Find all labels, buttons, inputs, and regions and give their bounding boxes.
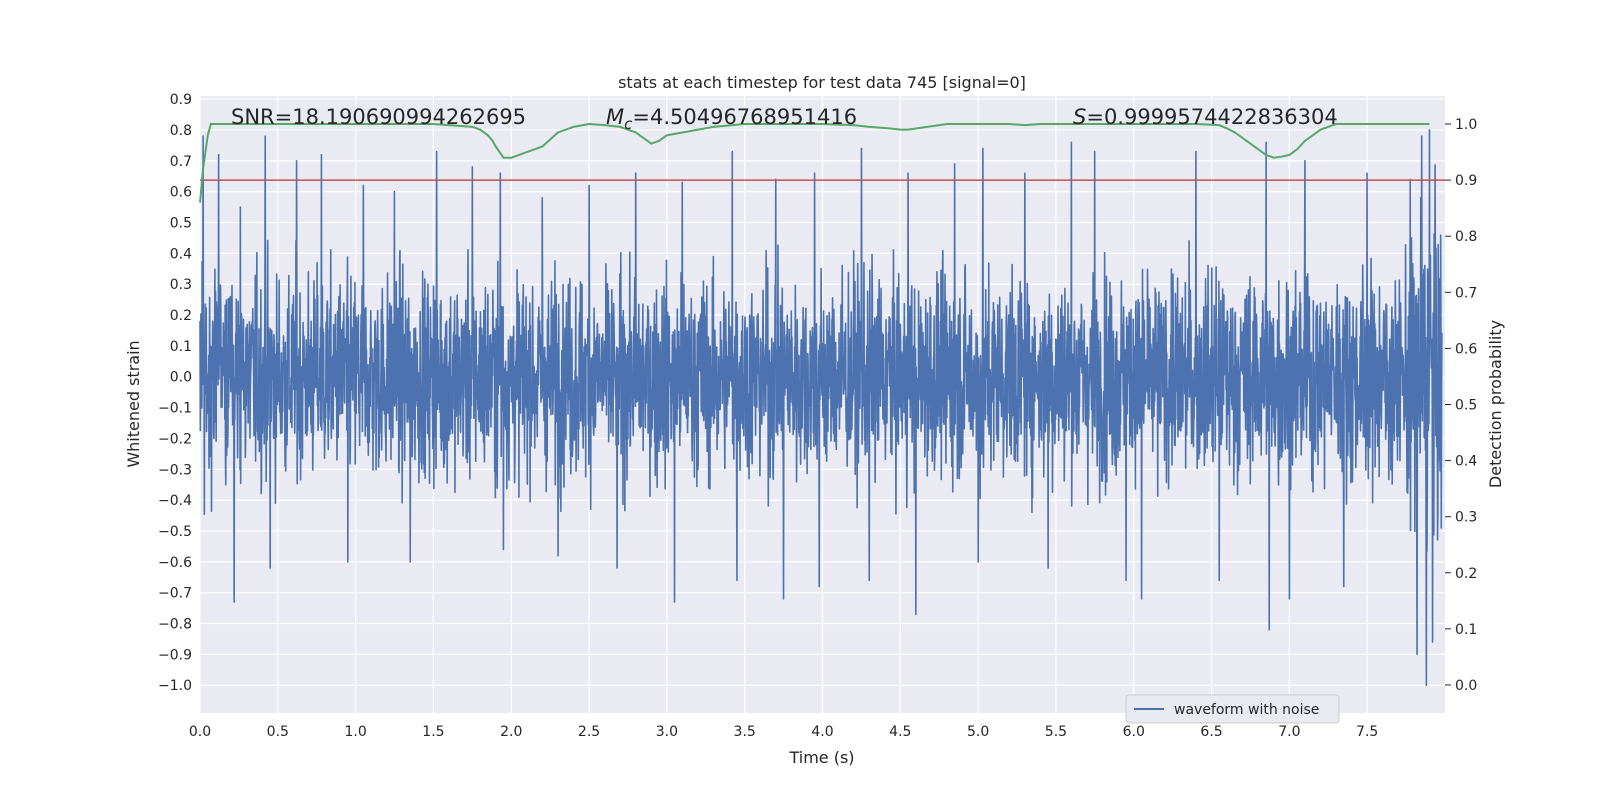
y2-tick-label: 0.5: [1455, 398, 1477, 414]
y-tick-label: −0.7: [158, 586, 192, 602]
legend-label: waveform with noise: [1174, 702, 1319, 718]
x-tick-label: 4.0: [811, 724, 833, 740]
x-tick-label: 3.5: [734, 724, 756, 740]
y2-tick-label: 0.3: [1455, 510, 1477, 526]
y-tick-label: −0.4: [158, 493, 192, 509]
y2-tick-label: 0.6: [1455, 341, 1477, 357]
x-tick-label: 7.0: [1278, 724, 1300, 740]
x-tick-label: 1.0: [344, 724, 366, 740]
y-tick-label: 0.7: [170, 154, 192, 170]
x-tick-label: 6.0: [1123, 724, 1145, 740]
snr-annotation: SNR=18.190690994262695: [231, 105, 526, 129]
y-tick-label: 0.0: [170, 370, 192, 386]
y-tick-label: 0.5: [170, 215, 192, 231]
y-tick-label: −1.0: [158, 678, 192, 694]
chirp-mass-symbol: M: [606, 105, 624, 129]
chirp-mass-annotation: Mc=4.50496768951416: [606, 105, 857, 133]
y-tick-label: −0.5: [158, 524, 192, 540]
y2-tick-label: 0.2: [1455, 566, 1477, 582]
y-tick-label: −0.6: [158, 555, 192, 571]
x-tick-label: 1.5: [422, 724, 444, 740]
x-tick-label: 0.5: [267, 724, 289, 740]
waveform-series-line: [199, 129, 1443, 687]
y2-tick-label: 0.9: [1455, 173, 1477, 189]
y2-tick-label: 0.1: [1455, 622, 1477, 638]
y-tick-label: 0.9: [170, 92, 192, 108]
x-axis-label: Time (s): [788, 748, 854, 767]
y2-tick-label: 0.4: [1455, 454, 1477, 470]
y-tick-label: −0.3: [158, 462, 192, 478]
y-tick-label: −0.9: [158, 647, 192, 663]
y-tick-label: −0.2: [158, 431, 192, 447]
y-tick-label: −0.1: [158, 401, 192, 417]
x-tick-label: 5.0: [967, 724, 989, 740]
x-tick-label: 3.0: [656, 724, 678, 740]
left-axis-ticks: 0.9 0.8 0.7 0.6 0.5 0.4 0.3 0.2 0.1 0.0 −0.1 −0.2 −0…: [158, 92, 192, 694]
x-tick-label: 4.5: [889, 724, 911, 740]
y2-tick-label: 0.8: [1455, 229, 1477, 245]
detection-probability-line: [199, 123, 1430, 203]
y-tick-label: 0.4: [170, 246, 192, 262]
x-tick-label: 7.5: [1356, 724, 1378, 740]
chart-title: stats at each timestep for test data 745…: [618, 73, 1026, 92]
x-axis-ticks: 0.0 0.5 1.0 1.5 2.0 2.5 3.0 3.5 4.0 4.5 5.0 5.5 6.0 6…: [189, 724, 1378, 740]
legend: waveform with noise: [1125, 694, 1340, 724]
y-tick-label: −0.8: [158, 617, 192, 633]
x-tick-label: 5.5: [1045, 724, 1067, 740]
s-symbol: S: [1073, 105, 1086, 129]
y2-tick-label: 1.0: [1455, 117, 1477, 133]
x-tick-label: 2.5: [578, 724, 600, 740]
y-tick-label: 0.6: [170, 185, 192, 201]
right-axis-ticks: 1.0 0.9 0.8 0.7 0.6 0.5 0.4 0.3 0.2 0.1 0.0: [1445, 117, 1477, 694]
s-annotation: S=0.9999574422836304: [1073, 105, 1338, 129]
y-tick-label: 0.3: [170, 277, 192, 293]
x-tick-label: 0.0: [189, 724, 211, 740]
x-tick-label: 6.5: [1200, 724, 1222, 740]
s-value: =0.9999574422836304: [1086, 105, 1337, 129]
chirp-mass-value: =4.50496768951416: [632, 105, 857, 129]
y-tick-label: 0.1: [170, 339, 192, 355]
y2-tick-label: 0.0: [1455, 678, 1477, 694]
y2-tick-label: 0.7: [1455, 285, 1477, 301]
legend-box: [1125, 694, 1340, 724]
y-tick-label: 0.8: [170, 123, 192, 139]
y-axis-label: Whitened strain: [124, 340, 143, 467]
y2-axis-label: Detection probability: [1486, 320, 1505, 488]
chirp-mass-subscript: c: [624, 115, 633, 133]
y-tick-label: 0.2: [170, 308, 192, 324]
x-tick-label: 2.0: [500, 724, 522, 740]
plot-series: [199, 123, 1445, 687]
